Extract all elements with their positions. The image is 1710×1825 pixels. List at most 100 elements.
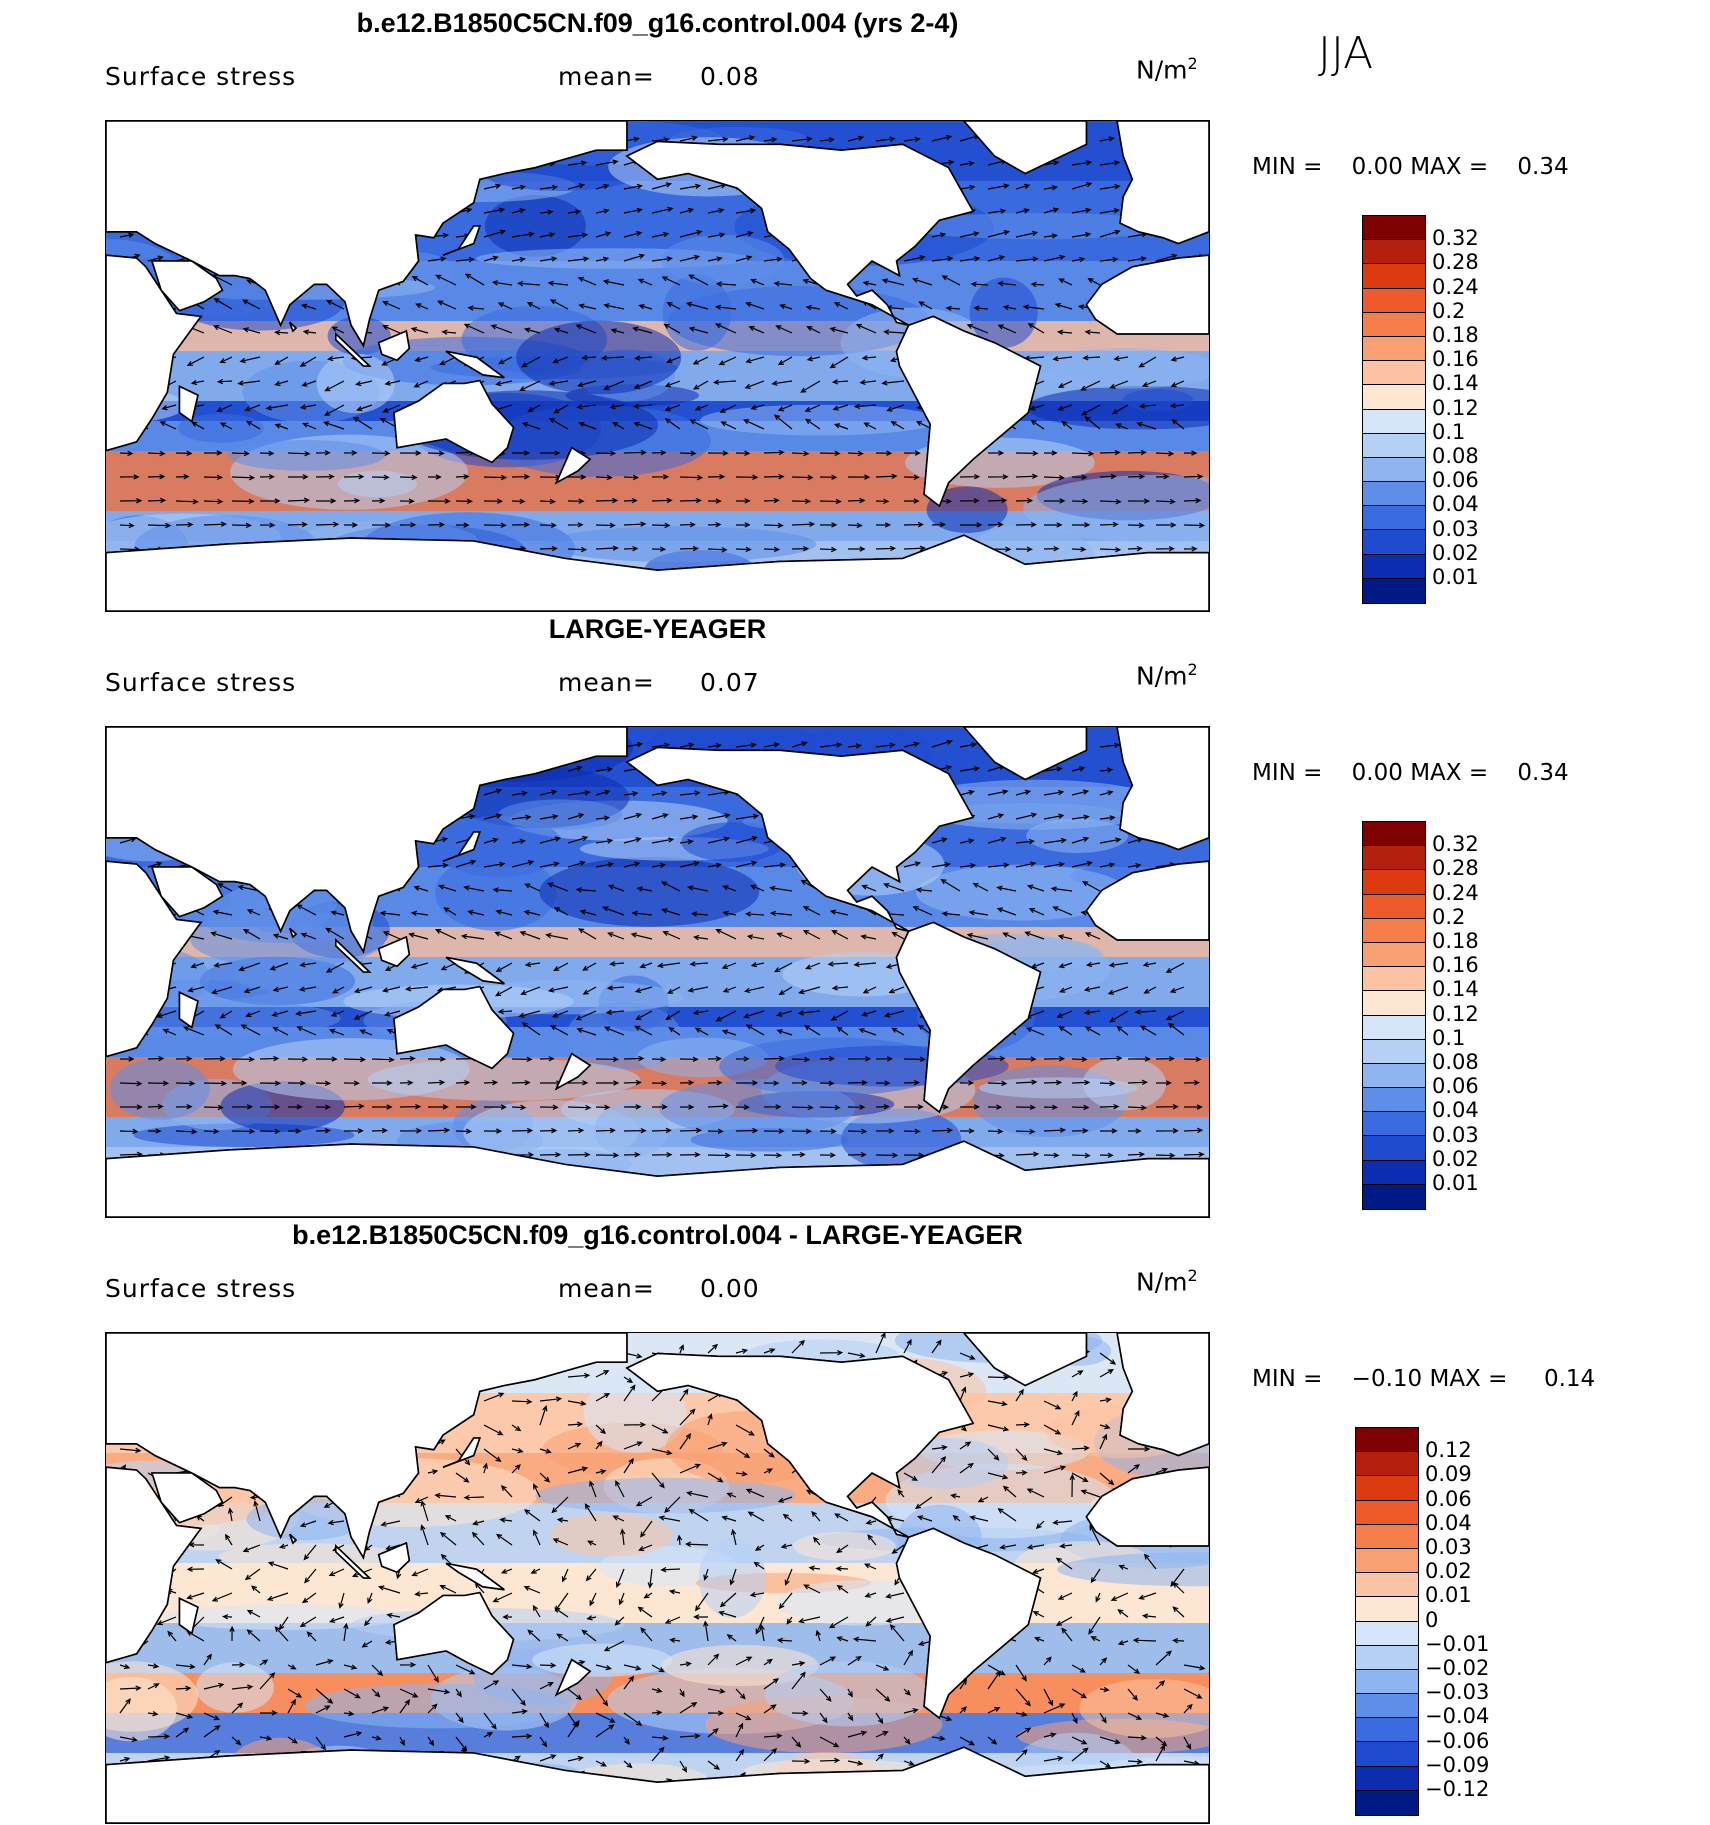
continent-outline: [106, 254, 203, 452]
colorbar-tick-label: −0.12: [1425, 1777, 1490, 1801]
colorbar-tick-label: 0.04: [1425, 1510, 1472, 1535]
colorbar-tick-label: 0.18: [1432, 929, 1479, 953]
colorbar-swatch: [1363, 336, 1425, 362]
colorbar-swatch: [1363, 216, 1425, 241]
colorbar-swatch: [1363, 482, 1425, 507]
colorbar-tick-label: 0.02: [1425, 1559, 1472, 1584]
continent-outline: [106, 121, 628, 348]
field-patch: [1122, 389, 1194, 412]
colorbar-tick-label: 0.01: [1432, 1171, 1479, 1195]
colorbar-tick-label: 0.32: [1432, 832, 1479, 857]
colorbar-swatch: [1356, 1694, 1418, 1719]
continent-outline: [106, 1140, 1209, 1217]
colorbar-tick-label: −0.03: [1425, 1680, 1490, 1705]
colorbar-swatch: [1356, 1573, 1418, 1598]
min-max-readout: MIN = −0.10 MAX = 0.14: [1252, 1366, 1596, 1392]
colorbar-swatch: [1356, 1597, 1418, 1622]
map-panel-difference: b.e12.B1850C5CN.f09_g16.control.004 - LA…: [0, 1220, 1710, 1825]
field-patch: [498, 799, 623, 830]
colorbar-swatch: [1363, 894, 1425, 919]
colorbar-tick-label: 0.01: [1425, 1583, 1472, 1608]
continent-outline: [106, 1333, 628, 1560]
field-patch: [926, 486, 1008, 533]
continent-outline: [442, 1437, 481, 1468]
colorbar-swatch: [1356, 1645, 1418, 1670]
field-label: Surface stress: [105, 1274, 297, 1303]
colorbar-tick-label: 0.14: [1432, 977, 1479, 1002]
field-label: Surface stress: [105, 62, 297, 91]
colorbar-tick-label: 0: [1425, 1607, 1439, 1632]
colorbar: [1355, 1427, 1419, 1816]
mean-label: mean=: [558, 668, 655, 697]
continent-outline: [445, 956, 505, 985]
field-patch: [659, 1079, 856, 1137]
colorbar-tick-label: 0.18: [1432, 323, 1479, 347]
colorbar-tick-label: 0.06: [1432, 1074, 1479, 1099]
colorbar-tick-label: 0.32: [1432, 226, 1479, 251]
continent-outline: [442, 225, 481, 256]
field-patch: [681, 822, 786, 862]
field-patch: [550, 1513, 673, 1557]
colorbar-tick-label: 0.04: [1432, 492, 1479, 517]
continent-outline: [335, 332, 372, 367]
field-patch: [1027, 348, 1209, 389]
field-patch: [133, 1123, 355, 1147]
continent-outline: [106, 1746, 1209, 1823]
panel-title: LARGE-YEAGER: [548, 614, 767, 644]
field-patch: [916, 864, 1128, 921]
field-patch: [218, 1543, 402, 1570]
colorbar-swatch: [1363, 409, 1425, 434]
continent-outline: [445, 1562, 505, 1591]
continent-outline: [895, 315, 1042, 508]
colorbar-tick-label: 0.1: [1432, 419, 1466, 444]
colorbar-tick-label: 0.2: [1432, 904, 1466, 929]
colorbar-swatch: [1356, 1669, 1418, 1695]
continent-outline: [106, 727, 628, 954]
field-patch: [177, 413, 264, 443]
field-label: Surface stress: [105, 668, 297, 697]
field-patch: [777, 1580, 947, 1626]
continent-outline: [393, 379, 515, 464]
colorbar-tick-label: 0.28: [1432, 856, 1479, 881]
colorbar-tick-label: 0.1: [1432, 1025, 1466, 1050]
continent-outline: [106, 1466, 203, 1664]
season-label: JJA: [1318, 28, 1374, 79]
panel-title: b.e12.B1850C5CN.f09_g16.control.004 - LA…: [292, 1220, 1023, 1250]
colorbar-swatch: [1363, 457, 1425, 483]
world-map: [105, 120, 1210, 612]
colorbar-swatch: [1363, 846, 1425, 871]
field-patch: [661, 234, 785, 286]
colorbar-tick-label: 0.09: [1425, 1462, 1472, 1487]
colorbar-tick-label: −0.09: [1425, 1752, 1490, 1777]
continent-outline: [335, 1544, 372, 1579]
continent-outline: [442, 831, 481, 862]
colorbar-tick-label: −0.04: [1425, 1704, 1490, 1729]
colorbar-swatch: [1363, 822, 1425, 847]
colorbar-swatch: [1356, 1500, 1418, 1525]
continent-outline: [377, 1541, 411, 1574]
field-patch: [205, 900, 373, 944]
mean-value: 0.08: [700, 62, 760, 91]
field-patch: [163, 1604, 405, 1630]
colorbar-tick-label: −0.06: [1425, 1728, 1490, 1753]
colorbar-swatch: [1356, 1476, 1418, 1501]
field-patch: [106, 1000, 341, 1037]
colorbar-swatch: [1363, 918, 1425, 943]
continent-outline: [962, 727, 1088, 781]
min-max-readout: MIN = 0.00 MAX = 0.34: [1252, 760, 1569, 786]
world-map: [105, 1332, 1210, 1824]
continent-outline: [289, 1533, 298, 1545]
continent-outline: [625, 746, 975, 932]
map-panel-control: b.e12.B1850C5CN.f09_g16.control.004 (yrs…: [0, 8, 1710, 613]
colorbar-swatch: [1363, 264, 1425, 289]
field-patch: [532, 1643, 673, 1677]
continent-outline: [377, 329, 411, 362]
field-patch: [1023, 474, 1209, 543]
colorbar-tick-label: 0.24: [1432, 274, 1479, 299]
colorbar-swatch: [1363, 1160, 1425, 1185]
colorbar-swatch: [1363, 240, 1425, 265]
continent-outline: [1085, 1466, 1209, 1547]
continent-outline: [106, 860, 203, 1058]
colorbar-swatch: [1363, 1112, 1425, 1137]
mean-value: 0.00: [700, 1274, 760, 1303]
